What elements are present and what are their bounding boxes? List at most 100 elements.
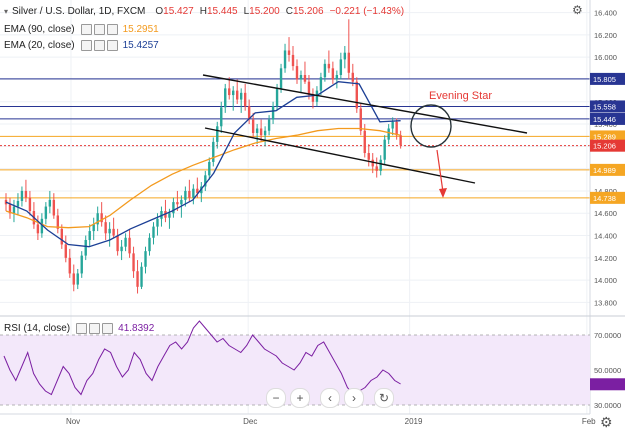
- symbol-title[interactable]: Silver / U.S. Dollar, 1D, FXCM: [12, 5, 146, 17]
- candle-body: [96, 213, 99, 225]
- rsi-tick-label: 70.0000: [594, 331, 621, 340]
- candle-body: [275, 88, 279, 107]
- close-icon[interactable]: [102, 322, 114, 334]
- low-label: L: [243, 5, 250, 17]
- candle-body: [124, 237, 127, 247]
- rsi-value-label-bg: [590, 378, 625, 391]
- candle-body: [367, 153, 370, 160]
- chevron-right-icon: ›: [352, 391, 356, 405]
- lower-trendline[interactable]: [204, 127, 476, 184]
- upper-trendline[interactable]: [202, 74, 528, 134]
- symbol-collapse-icon[interactable]: ▾: [4, 6, 9, 16]
- annotation-evening-star: Evening Star: [429, 90, 492, 102]
- candle-body: [40, 218, 44, 234]
- candle-body: [243, 92, 247, 107]
- eye-icon[interactable]: [80, 39, 92, 51]
- candle-body: [216, 126, 219, 142]
- price-label-bg: [590, 100, 625, 113]
- settings-icon[interactable]: [89, 322, 101, 334]
- candle-body: [255, 128, 259, 133]
- grid: [0, 0, 590, 414]
- close-icon[interactable]: [106, 23, 118, 35]
- candles: [4, 19, 402, 294]
- plus-icon: +: [296, 391, 304, 405]
- scroll-right-button[interactable]: ›: [344, 388, 364, 408]
- x-tick-label: Feb: [582, 417, 596, 426]
- candle-body: [287, 50, 291, 55]
- candle-body: [307, 81, 311, 96]
- legend-ema90-label: EMA (90, close): [4, 23, 75, 35]
- legend-ema90[interactable]: EMA (90, close) 15.2951: [4, 22, 159, 36]
- candle-body: [236, 90, 239, 100]
- candle-body: [152, 226, 155, 238]
- candle-body: [232, 90, 235, 96]
- candle-body: [12, 206, 16, 214]
- close-value: 15.206: [292, 5, 324, 17]
- candle-body: [371, 159, 374, 167]
- high-label: H: [199, 5, 207, 17]
- candle-body: [347, 52, 351, 73]
- y-tick-label: 16.200: [594, 31, 617, 40]
- open-value: 15.427: [163, 5, 194, 17]
- candle-body: [319, 77, 323, 91]
- candle-body: [92, 224, 95, 232]
- candle-body: [323, 63, 327, 78]
- price-label: 15.206: [593, 142, 616, 151]
- candle-body: [391, 121, 394, 129]
- rsi-tick-label: 30.0000: [594, 401, 621, 410]
- candle-body: [251, 119, 255, 133]
- settings-icon[interactable]: [93, 23, 105, 35]
- candle-body: [208, 161, 211, 176]
- zoom-in-button[interactable]: +: [290, 388, 310, 408]
- price-label-bg: [590, 112, 625, 125]
- price-label: 15.805: [593, 75, 616, 84]
- candle-body: [28, 197, 32, 212]
- candle-body: [263, 130, 267, 136]
- x-tick-label: Nov: [66, 417, 80, 426]
- legend-ema20[interactable]: EMA (20, close) 15.4257: [4, 38, 159, 52]
- evening-star-circle[interactable]: [410, 104, 452, 148]
- time-axis[interactable]: NovDec2019FebMarAprMay: [0, 413, 625, 426]
- chart-header: ▾ Silver / U.S. Dollar, 1D, FXCM O 15.427…: [4, 4, 404, 18]
- low-value: 15.200: [249, 5, 280, 17]
- chart-settings-button[interactable]: ⚙: [600, 414, 613, 431]
- candle-body: [355, 81, 358, 109]
- ema20-line: [5, 81, 401, 248]
- candle-body: [88, 231, 91, 240]
- rsi-line: [3, 320, 401, 396]
- candle-body: [311, 95, 315, 102]
- candle-body: [36, 224, 40, 234]
- reset-chart-button[interactable]: ↻: [374, 388, 394, 408]
- eye-icon[interactable]: [76, 322, 88, 334]
- candle-body: [140, 266, 143, 287]
- scroll-left-button[interactable]: ‹: [320, 388, 340, 408]
- candle-body: [144, 251, 147, 267]
- candle-body: [331, 68, 335, 80]
- legend-rsi[interactable]: RSI (14, close) 41.8392: [4, 321, 154, 335]
- candle-body: [108, 228, 111, 234]
- legend-rsi-label: RSI (14, close): [4, 322, 71, 334]
- candle-body: [239, 92, 243, 100]
- candle-body: [104, 222, 107, 234]
- y-tick-label: 14.200: [594, 254, 617, 263]
- candle-body: [128, 237, 131, 254]
- close-icon[interactable]: [106, 39, 118, 51]
- price-label-bg: [590, 139, 625, 152]
- settings-icon[interactable]: [93, 39, 105, 51]
- chart-top-settings-button[interactable]: ⚙: [572, 3, 583, 17]
- candle-body: [339, 59, 343, 76]
- chevron-left-icon: ‹: [328, 391, 332, 405]
- candle-body: [76, 273, 79, 285]
- zoom-out-button[interactable]: −: [266, 388, 286, 408]
- candle-body: [220, 107, 223, 127]
- change-value: −0.221 (−1.43%): [329, 5, 405, 17]
- candle-body: [315, 90, 319, 102]
- x-tick-label: Dec: [243, 417, 257, 426]
- candle-body: [172, 202, 175, 214]
- candle-body: [8, 204, 12, 214]
- candle-body: [247, 106, 251, 120]
- candle-body: [112, 228, 115, 236]
- candle-body: [271, 106, 275, 120]
- settings-icon: ⚙: [572, 3, 583, 17]
- eye-icon[interactable]: [80, 23, 92, 35]
